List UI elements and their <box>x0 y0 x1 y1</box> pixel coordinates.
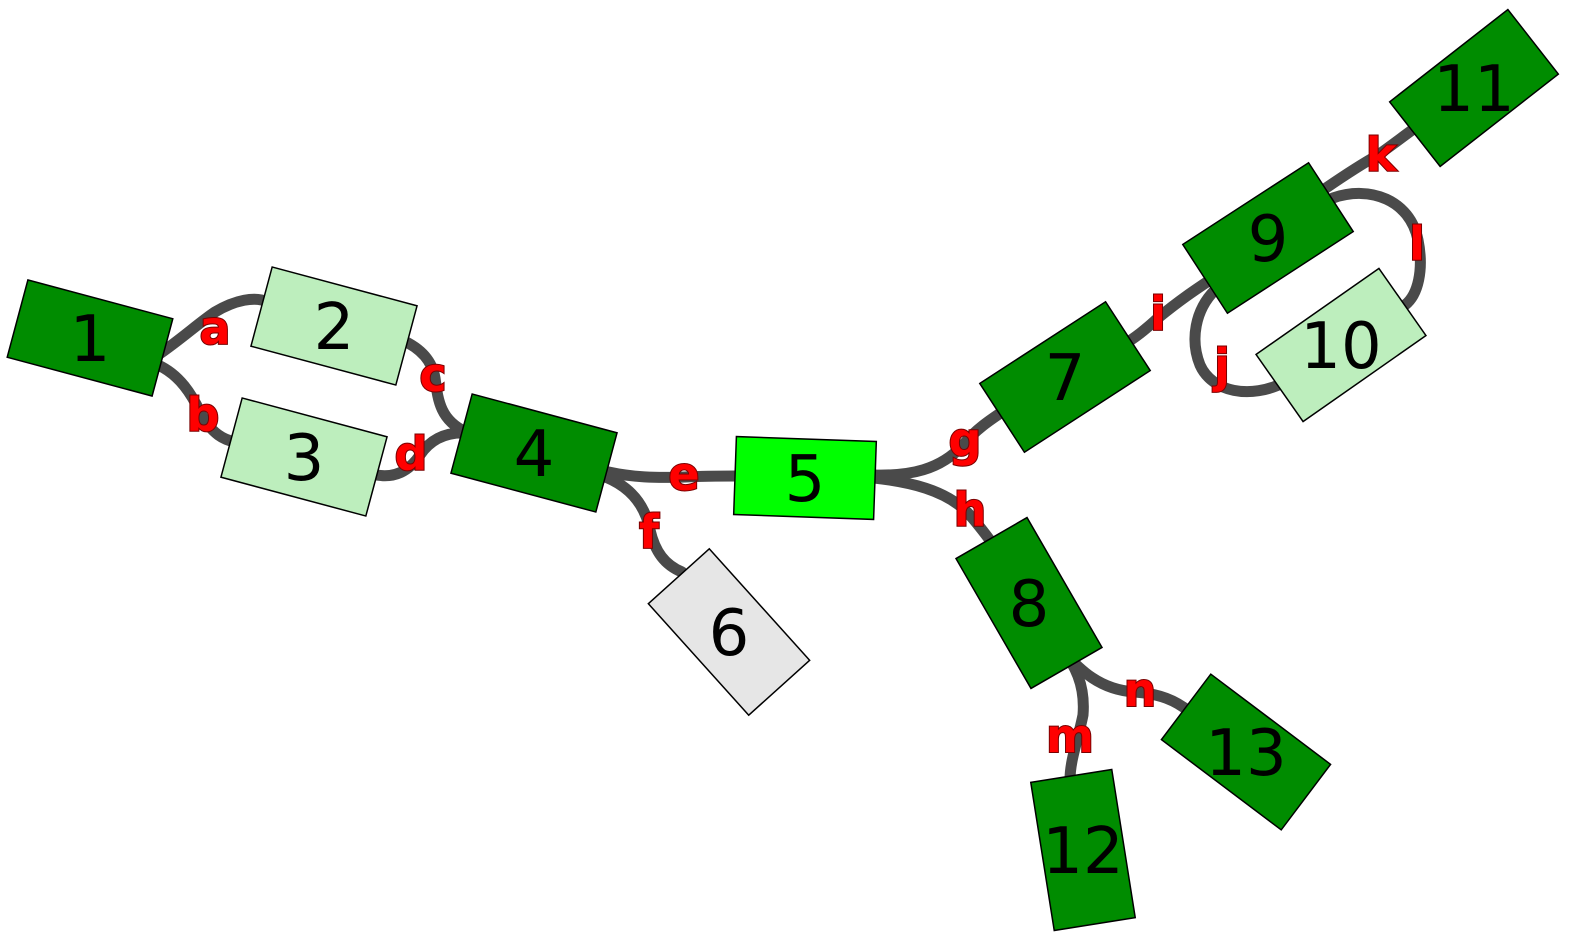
node-box <box>1160 673 1332 831</box>
node-box <box>1388 8 1560 168</box>
node-9[interactable] <box>1181 161 1355 315</box>
node-box <box>954 516 1104 690</box>
node-label-1: 1 <box>70 303 111 377</box>
node-box <box>1255 267 1427 423</box>
node-11[interactable] <box>1388 8 1560 168</box>
node-12[interactable] <box>1029 768 1137 932</box>
node-10[interactable] <box>1255 267 1427 423</box>
edge-label-f: f <box>639 505 660 559</box>
edge-l <box>1327 187 1426 311</box>
node-label-10: 10 <box>1300 310 1381 384</box>
node-box <box>1181 161 1355 315</box>
edge-labels-layer: ab cd ef gh ij kl mn <box>186 127 1426 764</box>
edge-label-e: e <box>668 447 699 501</box>
edge-label-m: m <box>1046 709 1094 763</box>
edge-j <box>1189 284 1291 398</box>
node-label-3: 3 <box>284 422 325 496</box>
edge-label-g: g <box>949 413 982 467</box>
node-13[interactable] <box>1160 673 1332 831</box>
edge-label-n: n <box>1124 663 1157 717</box>
node-label-9: 9 <box>1248 203 1289 277</box>
node-3[interactable] <box>220 397 388 517</box>
node-label-7: 7 <box>1045 342 1086 416</box>
node-2[interactable] <box>250 266 418 386</box>
node-5[interactable] <box>732 435 878 521</box>
node-label-2: 2 <box>314 291 355 365</box>
edge-b <box>152 359 241 448</box>
edge-label-h: h <box>954 483 987 537</box>
edge-label-a: a <box>199 301 230 355</box>
node-label-8: 8 <box>1009 568 1050 642</box>
edge-a <box>152 293 274 361</box>
node-7[interactable] <box>978 300 1152 454</box>
node-box <box>450 393 618 513</box>
node-label-12: 12 <box>1042 815 1123 889</box>
edge-label-c: c <box>419 348 446 402</box>
node-box <box>647 547 811 717</box>
edge-label-b: b <box>187 388 220 442</box>
node-label-6: 6 <box>709 597 750 671</box>
edge-n <box>1056 644 1196 718</box>
node-label-11: 11 <box>1433 53 1514 127</box>
edges-layer <box>152 122 1426 786</box>
node-8[interactable] <box>954 516 1104 690</box>
node-6[interactable] <box>647 547 811 717</box>
edge-label-j: j <box>1212 339 1230 393</box>
node-box <box>1029 768 1137 932</box>
node-box <box>220 397 388 517</box>
node-label-4: 4 <box>514 418 555 492</box>
node-4[interactable] <box>450 393 618 513</box>
edge-c <box>396 334 472 438</box>
edge-i <box>1114 274 1216 353</box>
edge-d <box>366 427 472 482</box>
edge-label-d: d <box>395 427 428 481</box>
node-box <box>978 300 1152 454</box>
edge-h <box>868 472 1002 554</box>
node-box <box>6 279 174 397</box>
edge-label-l: l <box>1409 217 1425 271</box>
edge-k <box>1320 122 1421 194</box>
node-1[interactable] <box>6 279 174 397</box>
node-box <box>250 266 418 386</box>
edge-f <box>594 469 688 578</box>
node-label-13: 13 <box>1205 717 1286 791</box>
edge-label-k: k <box>1366 128 1398 182</box>
node-box <box>732 435 878 521</box>
edge-g <box>868 404 1011 481</box>
node-label-5: 5 <box>785 443 826 517</box>
edge-e <box>594 464 744 483</box>
edge-label-i: i <box>1150 287 1166 341</box>
